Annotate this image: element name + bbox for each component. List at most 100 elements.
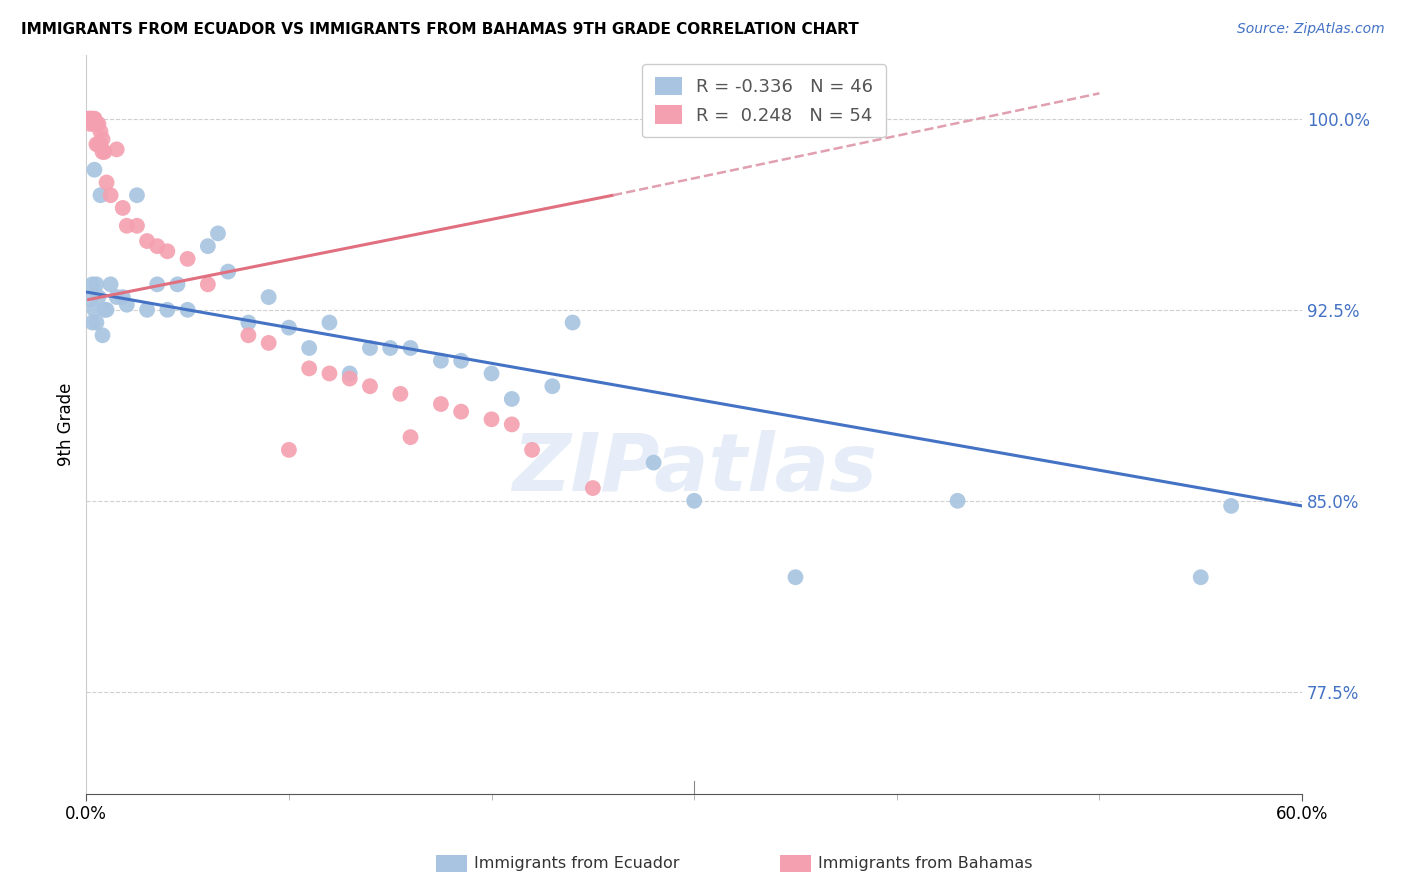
Point bbox=[541, 379, 564, 393]
Point bbox=[100, 188, 122, 202]
Point bbox=[125, 219, 148, 233]
Point bbox=[89, 188, 111, 202]
Point bbox=[450, 353, 472, 368]
Point bbox=[339, 367, 361, 381]
Legend: R = -0.336   N = 46, R =  0.248   N = 54: R = -0.336 N = 46, R = 0.248 N = 54 bbox=[643, 64, 886, 137]
Point bbox=[1220, 499, 1243, 513]
Point bbox=[111, 201, 134, 215]
Point bbox=[86, 277, 108, 292]
Point bbox=[1189, 570, 1212, 584]
Point bbox=[79, 112, 101, 126]
Point bbox=[111, 290, 134, 304]
Point bbox=[380, 341, 402, 355]
Point bbox=[83, 117, 105, 131]
Point bbox=[79, 293, 101, 307]
Point bbox=[77, 112, 100, 126]
Point bbox=[339, 371, 361, 385]
Point bbox=[298, 341, 321, 355]
Point bbox=[643, 456, 665, 470]
Point bbox=[86, 316, 108, 330]
Point bbox=[176, 302, 198, 317]
Text: IMMIGRANTS FROM ECUADOR VS IMMIGRANTS FROM BAHAMAS 9TH GRADE CORRELATION CHART: IMMIGRANTS FROM ECUADOR VS IMMIGRANTS FR… bbox=[21, 22, 859, 37]
Point bbox=[87, 137, 110, 152]
Point bbox=[389, 387, 412, 401]
Point bbox=[146, 239, 169, 253]
Point bbox=[125, 188, 148, 202]
Point bbox=[87, 290, 110, 304]
Point bbox=[105, 142, 128, 156]
Point bbox=[89, 137, 111, 152]
Point bbox=[501, 417, 523, 432]
Point bbox=[79, 112, 101, 126]
Point bbox=[197, 239, 219, 253]
Point bbox=[481, 412, 503, 426]
Point bbox=[82, 112, 104, 126]
Point bbox=[156, 302, 179, 317]
Point bbox=[582, 481, 605, 495]
Point bbox=[501, 392, 523, 406]
Point bbox=[217, 264, 239, 278]
Text: Immigrants from Ecuador: Immigrants from Ecuador bbox=[474, 856, 679, 871]
Text: Source: ZipAtlas.com: Source: ZipAtlas.com bbox=[1237, 22, 1385, 37]
Point bbox=[82, 316, 104, 330]
Point bbox=[96, 176, 118, 190]
Point bbox=[197, 277, 219, 292]
Point bbox=[136, 302, 159, 317]
Point bbox=[91, 145, 114, 159]
Point bbox=[100, 277, 122, 292]
Point bbox=[82, 277, 104, 292]
Point bbox=[946, 493, 969, 508]
Point bbox=[298, 361, 321, 376]
Point bbox=[257, 335, 280, 350]
Point bbox=[93, 145, 115, 159]
Point bbox=[277, 442, 299, 457]
Point bbox=[93, 302, 115, 317]
Point bbox=[257, 290, 280, 304]
Point bbox=[520, 442, 543, 457]
Point bbox=[359, 341, 381, 355]
Y-axis label: 9th Grade: 9th Grade bbox=[58, 383, 75, 467]
Point bbox=[105, 290, 128, 304]
Point bbox=[91, 328, 114, 343]
Point bbox=[86, 137, 108, 152]
Point bbox=[115, 298, 138, 312]
Point bbox=[91, 132, 114, 146]
Point bbox=[683, 493, 706, 508]
Point bbox=[87, 117, 110, 131]
Point bbox=[481, 367, 503, 381]
Point bbox=[83, 162, 105, 177]
Point bbox=[430, 397, 453, 411]
Point bbox=[86, 117, 108, 131]
Point bbox=[86, 117, 108, 131]
Point bbox=[83, 302, 105, 317]
Point bbox=[450, 405, 472, 419]
Point bbox=[96, 302, 118, 317]
Point bbox=[785, 570, 807, 584]
Point bbox=[318, 367, 340, 381]
Point bbox=[238, 328, 260, 343]
Point bbox=[82, 112, 104, 126]
Point bbox=[77, 112, 100, 126]
Point bbox=[156, 244, 179, 259]
Point bbox=[238, 316, 260, 330]
Point bbox=[430, 353, 453, 368]
Point bbox=[79, 112, 101, 126]
Point bbox=[77, 112, 100, 126]
Point bbox=[136, 234, 159, 248]
Point bbox=[176, 252, 198, 266]
Point bbox=[82, 112, 104, 126]
Point bbox=[318, 316, 340, 330]
Point bbox=[277, 320, 299, 334]
Point bbox=[77, 112, 100, 126]
Point bbox=[83, 112, 105, 126]
Point bbox=[207, 227, 229, 241]
Point bbox=[82, 112, 104, 126]
Point bbox=[82, 112, 104, 126]
Point bbox=[146, 277, 169, 292]
Point bbox=[166, 277, 188, 292]
Point bbox=[89, 124, 111, 138]
Point bbox=[359, 379, 381, 393]
Point bbox=[79, 112, 101, 126]
Point bbox=[83, 112, 105, 126]
Point bbox=[79, 117, 101, 131]
